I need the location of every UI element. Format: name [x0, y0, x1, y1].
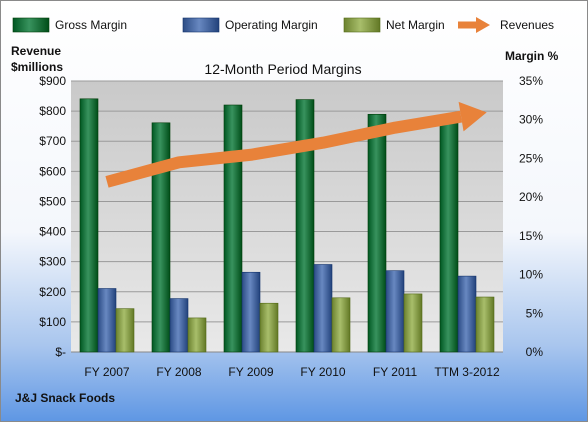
right-y-tick-label: 0%	[526, 345, 544, 359]
revenue-line	[105, 110, 463, 188]
x-tick-label: FY 2011	[373, 365, 418, 379]
x-tick-label: TTM 3-2012	[434, 365, 500, 379]
legend-swatch-net-margin	[343, 17, 381, 33]
left-y-tick-label: $600	[39, 164, 66, 178]
bar-gross-margin	[223, 104, 243, 353]
revenue-arrowhead	[458, 101, 487, 132]
left-y-tick-label: $700	[39, 134, 66, 148]
legend-label: Gross Margin	[55, 18, 127, 32]
left-y-tick-label: $-	[55, 345, 66, 359]
bar-net-margin	[259, 302, 279, 353]
right-y-tick-label: 10%	[519, 268, 543, 282]
right-axis-title: Margin %	[505, 49, 559, 63]
bar-net-margin	[475, 296, 495, 353]
left-y-tick-label: $400	[39, 225, 66, 239]
right-y-tick-label: 20%	[519, 190, 543, 204]
x-tick-label: FY 2008	[156, 365, 201, 379]
left-y-tick-label: $100	[39, 315, 66, 329]
bar-operating-margin	[97, 288, 117, 353]
x-tick-label: FY 2010	[300, 365, 345, 379]
bar-gross-margin	[295, 99, 315, 353]
legend-label: Operating Margin	[225, 18, 318, 32]
x-tick-label: FY 2007	[84, 365, 129, 379]
bar-operating-margin	[385, 270, 405, 353]
left-axis-title-line2: $millions	[11, 60, 63, 74]
legend-label: Net Margin	[386, 18, 445, 32]
bar-operating-margin	[241, 271, 261, 353]
bar-net-margin	[331, 297, 351, 353]
bar-operating-margin	[313, 264, 333, 353]
left-y-tick-label: $500	[39, 194, 66, 208]
bar-net-margin	[187, 317, 207, 353]
left-y-tick-label: $800	[39, 104, 66, 118]
bar-gross-margin	[79, 98, 99, 353]
bar-operating-margin	[169, 298, 189, 353]
bar-operating-margin	[457, 275, 477, 353]
left-axis-title-line1: Revenue	[11, 44, 61, 58]
x-tick-label: FY 2009	[228, 365, 273, 379]
bar-net-margin	[115, 308, 135, 353]
chart-title: 12-Month Period Margins	[204, 61, 361, 77]
bar-gross-margin	[367, 113, 387, 353]
bar-gross-margin	[439, 119, 459, 353]
right-y-tick-label: 15%	[519, 229, 543, 243]
bar-net-margin	[403, 293, 423, 353]
right-y-tick-label: 30%	[519, 113, 543, 127]
company-name: J&J Snack Foods	[15, 391, 115, 405]
legend-arrow-icon	[476, 17, 490, 33]
left-y-tick-label: $300	[39, 255, 66, 269]
legend-swatch-gross-margin	[12, 17, 50, 33]
left-y-tick-label: $200	[39, 285, 66, 299]
legend-label: Revenues	[500, 18, 554, 32]
left-y-tick-label: $900	[39, 74, 66, 88]
right-y-tick-label: 25%	[519, 151, 543, 165]
legend-swatch-operating-margin	[182, 17, 220, 33]
bar-gross-margin	[151, 122, 171, 353]
right-y-tick-label: 5%	[526, 306, 544, 320]
right-y-tick-label: 35%	[519, 74, 543, 88]
